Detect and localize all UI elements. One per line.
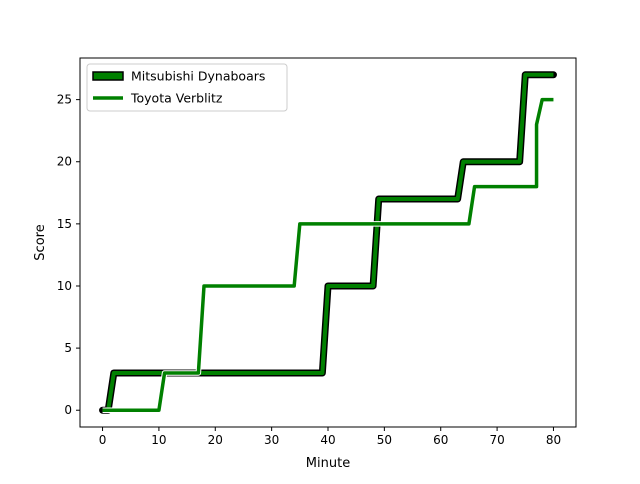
series-1: [102, 96, 554, 413]
x-tick-label: 60: [433, 433, 448, 447]
x-tick-label: 50: [377, 433, 392, 447]
series-0: [99, 71, 557, 414]
legend-item: Mitsubishi Dynaboars: [92, 69, 265, 84]
x-tick-label: 0: [99, 433, 107, 447]
x-tick-label: 10: [151, 433, 166, 447]
legend-label: Toyota Verblitz: [130, 91, 223, 106]
x-tick-label: 80: [546, 433, 561, 447]
x-tick-label: 40: [320, 433, 335, 447]
series-line: [102, 97, 554, 412]
legend-item: Toyota Verblitz: [93, 91, 223, 106]
y-tick-label: 15: [57, 217, 72, 231]
y-tick-label: 20: [57, 155, 72, 169]
x-axis-label: Minute: [306, 456, 350, 471]
legend-swatch: [92, 71, 124, 81]
legend-box: [86, 63, 288, 112]
y-tick-label: 10: [57, 279, 72, 293]
y-tick-label: 0: [64, 403, 72, 417]
y-axis-label: Score: [33, 224, 48, 260]
y-tick-label: 5: [64, 341, 72, 355]
y-tick-label: 25: [57, 93, 72, 107]
series-line: [102, 72, 554, 413]
ticks-layer: 0 10 20 30 40 50 60 70 80 0 5 10 15 20 25: [57, 93, 561, 447]
x-tick-label: 20: [208, 433, 223, 447]
plot-layer: [99, 71, 557, 414]
x-tick-label: 70: [489, 433, 504, 447]
x-tick-label: 30: [264, 433, 279, 447]
legend: Mitsubishi Dynaboars Toyota Verblitz: [86, 63, 288, 112]
legend-label: Mitsubishi Dynaboars: [131, 69, 265, 84]
